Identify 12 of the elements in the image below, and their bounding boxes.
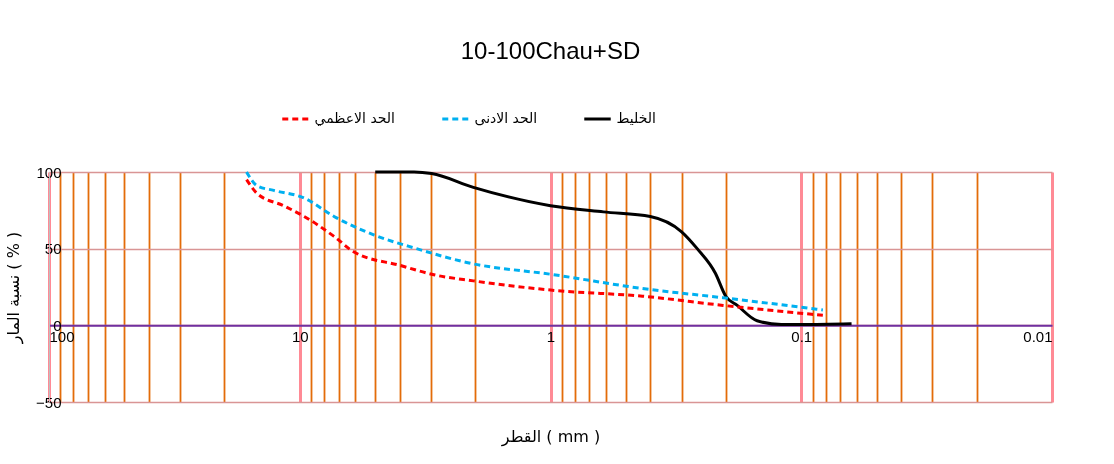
legend-label: الحد الادنى [474, 110, 538, 126]
chart-title: 10-100Chau+SD [460, 37, 641, 64]
x-tick-label: 10 [291, 327, 309, 345]
x-axis-title: القطر ( mm ) [500, 427, 601, 448]
x-tick-label: 0.01 [1023, 327, 1053, 345]
legend-label: الخليط [616, 110, 656, 126]
x-tick-label: 0.1 [791, 327, 813, 345]
legend-label: الحد الاعظمي [314, 110, 395, 127]
y-axis-title: نسبة المار ( % ) [4, 231, 25, 345]
x-tick-label: 1 [546, 327, 556, 345]
y-tick-label: 100 [36, 163, 62, 181]
y-tick-label: −50 [36, 393, 62, 411]
